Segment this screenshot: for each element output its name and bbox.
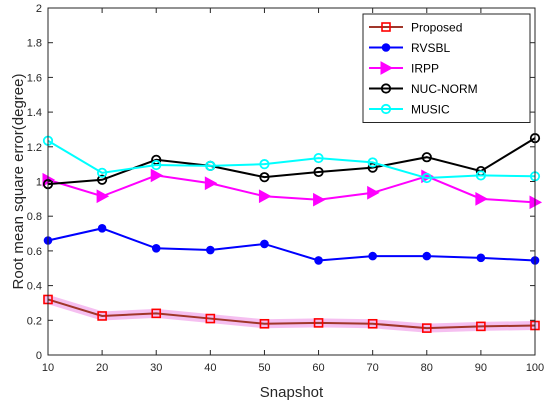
y-tick-label: 1.8: [27, 38, 42, 50]
legend-marker-rvsbl: [381, 43, 391, 52]
data-point-proposed: [205, 313, 216, 324]
x-tick-label: 10: [42, 362, 54, 374]
legend-item-rvsbl: RVSBL: [369, 41, 450, 55]
data-point-irpp: [313, 192, 326, 207]
y-tick-label: 0.2: [27, 315, 42, 327]
data-point-rvsbl: [97, 224, 107, 233]
y-tick-label: 0.8: [27, 211, 42, 223]
series-music: [42, 135, 541, 184]
plot-marks: [42, 133, 543, 333]
data-point-music: [97, 167, 108, 178]
legend-item-nuc-norm: NUC-NORM: [369, 82, 478, 96]
data-point-proposed: [151, 308, 162, 319]
legend-label-music: MUSIC: [411, 103, 450, 117]
data-point-music: [421, 172, 432, 184]
data-point-music: [475, 170, 486, 181]
legend: Proposed RVSBL IRPP NUC-NORM MUSIC: [362, 13, 531, 123]
x-tick-label: 70: [367, 362, 379, 374]
data-point-proposed: [259, 318, 270, 329]
y-tick-label: 0.6: [27, 246, 42, 258]
data-point-proposed: [476, 321, 486, 332]
data-point-proposed: [421, 323, 432, 333]
data-point-nuc-norm: [421, 152, 432, 163]
y-tick-label: 1.4: [27, 107, 42, 119]
y-axis-title: Root mean square error(degree): [10, 74, 27, 290]
x-tick-label: 50: [258, 362, 270, 374]
series-rvsbl: [43, 224, 540, 265]
data-point-irpp: [258, 189, 272, 204]
legend-marker-irpp: [380, 61, 394, 75]
data-point-rvsbl: [368, 251, 377, 261]
legend-item-music: MUSIC: [369, 103, 450, 117]
data-point-proposed: [97, 311, 107, 321]
data-point-music: [367, 157, 378, 168]
legend-label-proposed: Proposed: [411, 21, 462, 35]
data-point-rvsbl: [476, 253, 486, 263]
data-point-rvsbl: [206, 245, 215, 255]
legend-item-proposed: Proposed: [369, 21, 462, 35]
x-tick-label: 20: [96, 362, 108, 374]
data-point-rvsbl: [260, 239, 269, 249]
data-point-irpp: [475, 192, 488, 206]
data-point-proposed: [313, 318, 324, 328]
x-tick-label: 40: [204, 362, 216, 374]
data-point-nuc-norm: [313, 166, 324, 178]
x-axis-title: Snapshot: [260, 384, 324, 401]
data-point-proposed: [367, 318, 378, 329]
data-point-irpp: [367, 185, 380, 200]
data-point-music: [205, 160, 216, 171]
data-point-rvsbl: [314, 256, 323, 265]
x-tick-label: 100: [526, 362, 544, 374]
series-proposed: [43, 294, 540, 333]
series-line-rvsbl: [47, 227, 536, 262]
data-point-nuc-norm: [97, 174, 108, 185]
legend-label-irpp: IRPP: [411, 62, 439, 76]
x-axis: 10 20 30 40 50 60 70 80 90 100: [42, 8, 544, 374]
data-point-music: [313, 152, 324, 164]
data-point-nuc-norm: [151, 154, 162, 165]
data-point-rvsbl: [422, 251, 432, 261]
data-point-music: [151, 159, 162, 171]
data-point-music: [259, 159, 270, 170]
y-tick-label: 0: [36, 350, 42, 362]
legend-marker-proposed: [381, 22, 391, 32]
legend-item-irpp: IRPP: [369, 61, 439, 76]
data-point-nuc-norm: [259, 172, 270, 183]
y-axis: 0 0.2 0.4 0.6 0.8 1 1.2 1.4 1.6 1.8 2: [27, 3, 535, 362]
data-point-irpp: [204, 176, 218, 191]
y-tick-label: 1: [36, 177, 42, 189]
x-tick-label: 80: [421, 362, 433, 374]
data-point-irpp: [150, 168, 164, 183]
y-tick-label: 2: [36, 3, 42, 15]
x-tick-label: 60: [312, 362, 324, 374]
y-tick-label: 1.2: [27, 142, 42, 154]
series-line-irpp: [47, 174, 536, 204]
data-point-rvsbl: [151, 243, 161, 253]
legend-marker-music: [380, 103, 392, 115]
legend-marker-nuc-norm: [380, 83, 392, 94]
x-tick-label: 30: [150, 362, 162, 374]
legend-label-nuc-norm: NUC-NORM: [411, 82, 478, 96]
series-line-music: [47, 139, 536, 180]
legend-label-rvsbl: RVSBL: [411, 41, 450, 55]
data-point-irpp: [96, 189, 110, 204]
y-tick-label: 1.6: [27, 72, 42, 84]
series-line-proposed: [47, 298, 536, 330]
x-tick-label: 90: [475, 362, 487, 374]
y-tick-label: 0.4: [27, 281, 42, 293]
